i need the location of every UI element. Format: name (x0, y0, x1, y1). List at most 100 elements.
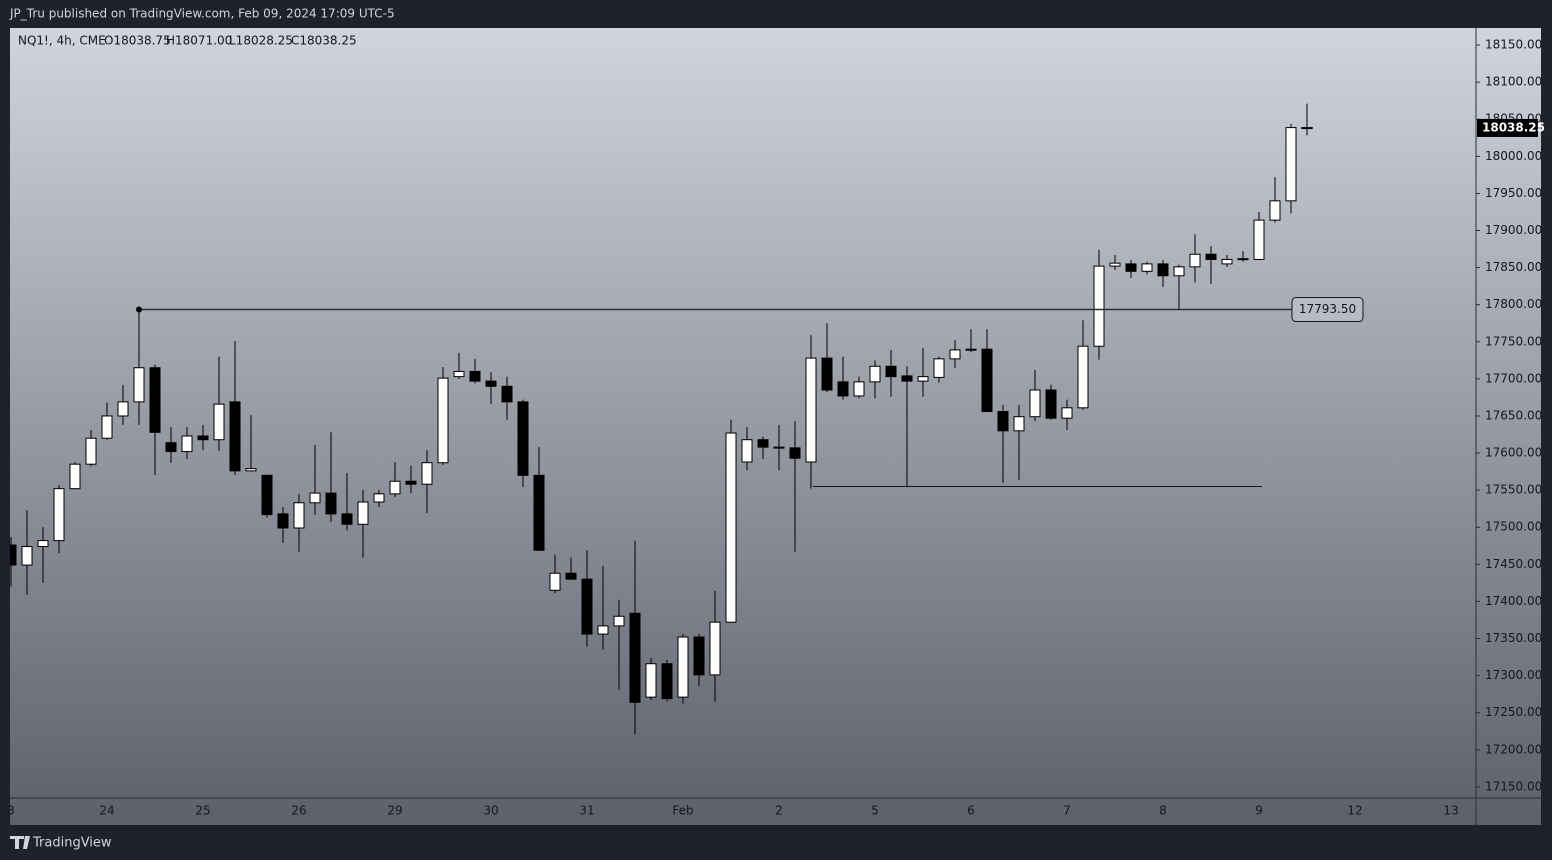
y-tick-label: 18150.00 (1485, 38, 1542, 52)
candle-body (565, 572, 577, 580)
candle-body (645, 663, 657, 698)
candle-body (517, 401, 529, 476)
candle-body (949, 349, 961, 360)
candle-body (389, 480, 401, 495)
candle-body (981, 348, 993, 413)
candle-body (469, 370, 481, 382)
candle-body (581, 578, 593, 635)
x-tick-label: 7 (1063, 804, 1071, 818)
x-tick-label: 26 (291, 804, 306, 818)
y-tick-label: 17400.00 (1485, 594, 1542, 608)
candle-body (1013, 416, 1025, 432)
candle-body (293, 502, 305, 529)
candle-body (661, 663, 673, 700)
candle-body (10, 544, 17, 566)
last-price-label: 18038.25 (1482, 120, 1545, 134)
y-tick-label: 17250.00 (1485, 705, 1542, 719)
candle-body (1173, 266, 1185, 277)
candle-body (773, 446, 785, 449)
x-tick-label: 9 (1255, 804, 1263, 818)
y-tick-label: 17150.00 (1485, 779, 1542, 793)
candle-body (277, 513, 289, 529)
legend-open: O18038.75 (104, 34, 171, 48)
x-tick-label: 25 (195, 804, 210, 818)
x-tick-label: 29 (387, 804, 402, 818)
legend-close: C18038.25 (291, 34, 357, 48)
candle-body (357, 501, 369, 525)
y-tick-label: 17550.00 (1485, 483, 1542, 497)
y-tick-label: 17200.00 (1485, 742, 1542, 756)
candle-body (901, 375, 913, 382)
symbol: NQ1!, 4h, CME (18, 34, 106, 48)
candle-body (69, 463, 81, 490)
candle-body (1029, 389, 1041, 418)
last-price-box (1477, 118, 1538, 137)
y-tick-label: 17600.00 (1485, 446, 1542, 460)
candle-body (789, 447, 801, 459)
x-tick-label: 31 (579, 804, 594, 818)
legend-low: L18028.25 (229, 34, 293, 48)
x-tick-label: 5 (871, 804, 879, 818)
y-tick-label: 17800.00 (1485, 297, 1542, 311)
candle-body (149, 367, 161, 433)
candle-body (725, 432, 737, 623)
candle-body (101, 415, 113, 439)
candle-body (261, 474, 273, 516)
y-tick-label: 17650.00 (1485, 408, 1542, 422)
candle-body (1205, 253, 1217, 260)
candle-body (917, 376, 929, 382)
candle-body (405, 480, 417, 485)
level-anchor (136, 306, 142, 313)
candle-body (1253, 219, 1265, 260)
plot-area (10, 103, 1313, 735)
candle-body (1093, 265, 1105, 347)
x-tick-label: 3 (7, 804, 15, 818)
candle-body (1061, 407, 1073, 419)
candle-body (37, 540, 49, 548)
candle-body (1109, 262, 1121, 267)
header: JP_Tru published on TradingView.com, Feb… (9, 7, 395, 21)
y-tick-label: 18100.00 (1485, 75, 1542, 89)
candle-body (853, 381, 865, 397)
legend-high: H18071.00 (166, 34, 232, 48)
candle-body (629, 612, 641, 703)
y-tick-label: 17300.00 (1485, 668, 1542, 682)
candle-body (1285, 127, 1297, 202)
candle-body (549, 572, 561, 591)
y-tick-label: 17350.00 (1485, 631, 1542, 645)
candle-body (1237, 258, 1249, 261)
candle-body (117, 401, 129, 417)
candle-body (965, 348, 977, 351)
candle-body (693, 636, 705, 676)
candle-body (597, 625, 609, 635)
candle-body (213, 403, 225, 441)
candle-body (1269, 200, 1281, 221)
candle-body (501, 385, 513, 403)
candle-body (341, 513, 353, 525)
candle-body (1077, 345, 1089, 409)
y-tick-label: 17900.00 (1485, 223, 1542, 237)
candle-body (933, 358, 945, 378)
candle-body (229, 401, 241, 472)
candle-body (85, 437, 97, 465)
candle-body (1157, 263, 1169, 277)
level-label: 17793.50 (1299, 302, 1356, 316)
y-tick-label: 18000.00 (1485, 149, 1542, 163)
candle-body (757, 439, 769, 448)
x-tick-label: 12 (1347, 804, 1362, 818)
candle-body (485, 380, 497, 387)
candle-body (677, 636, 689, 698)
candle-body (805, 357, 817, 463)
x-tick-label: 2 (775, 804, 783, 818)
candle-body (197, 435, 209, 441)
x-tick-label: 30 (483, 804, 498, 818)
candle-body (133, 367, 145, 403)
candle-body (373, 493, 385, 503)
y-tick-label: 17500.00 (1485, 520, 1542, 534)
candle-body (741, 439, 753, 463)
candle-body (613, 615, 625, 627)
x-tick-label: 24 (99, 804, 114, 818)
candle-body (709, 621, 721, 676)
